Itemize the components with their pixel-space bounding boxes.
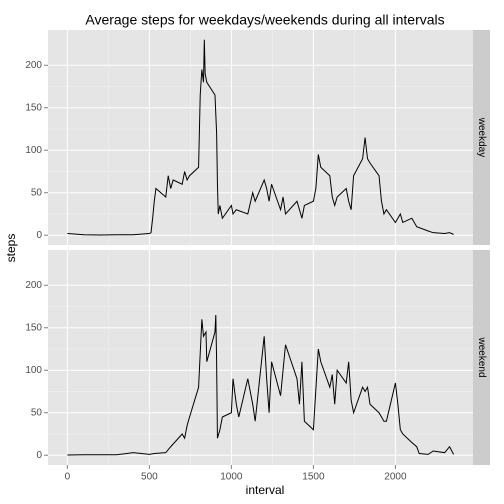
x-tick-label: 1500 (302, 472, 325, 483)
y-tick-label: 150 (25, 322, 42, 333)
data-line (67, 39, 454, 236)
y-tick-label: 200 (25, 60, 42, 71)
strip-label: weekday (476, 117, 487, 157)
strip (473, 30, 490, 245)
x-axis-label: interval (246, 483, 285, 497)
y-tick-label: 200 (25, 280, 42, 291)
strip-label: weekend (476, 336, 487, 377)
y-tick-label: 50 (31, 187, 43, 198)
x-tick-label: 0 (65, 472, 71, 483)
y-axis-label: steps (4, 234, 18, 263)
y-tick-label: 100 (25, 365, 42, 376)
panel-background (48, 250, 473, 465)
chart-title: Average steps for weekdays/weekends duri… (85, 12, 444, 28)
y-tick-label: 0 (36, 450, 42, 461)
y-tick-label: 0 (36, 230, 42, 241)
y-tick-label: 50 (31, 407, 43, 418)
x-tick-label: 2000 (384, 472, 407, 483)
y-tick-label: 150 (25, 102, 42, 113)
y-tick-label: 100 (25, 145, 42, 156)
x-tick-label: 1000 (220, 472, 243, 483)
x-tick-label: 500 (141, 472, 158, 483)
data-line (67, 314, 455, 456)
strip (473, 250, 490, 465)
panel-background (48, 30, 473, 245)
